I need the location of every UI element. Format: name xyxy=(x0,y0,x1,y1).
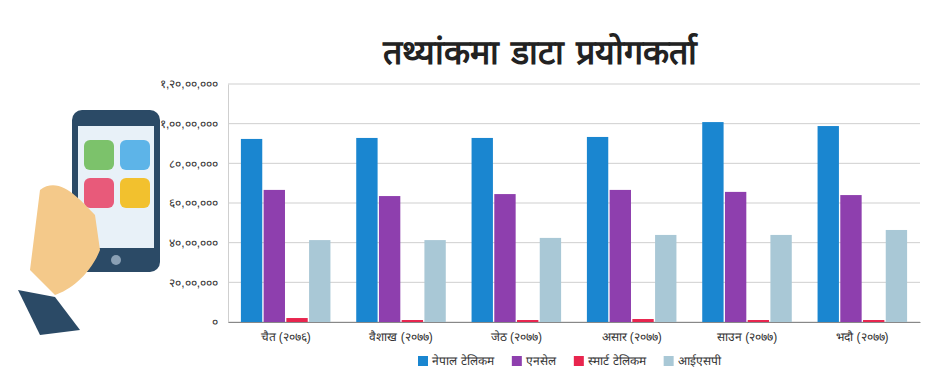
app-icon xyxy=(84,140,114,170)
grid-line xyxy=(228,163,920,164)
sleeve xyxy=(18,290,80,335)
grid xyxy=(228,84,920,322)
y-tick: ८०,००,००० xyxy=(169,157,228,171)
bar xyxy=(863,320,884,322)
bar xyxy=(610,190,631,322)
grid-line xyxy=(228,203,920,204)
app-icon xyxy=(84,178,114,208)
bar xyxy=(379,196,400,322)
bar xyxy=(702,122,723,322)
y-tick: १,२०,००,००० xyxy=(160,77,228,91)
y-tick-label: ४०,००,००० xyxy=(169,236,218,250)
bar xyxy=(632,319,653,322)
y-tick-label: १,००,००,००० xyxy=(160,117,218,131)
bar xyxy=(840,195,861,322)
y-axis-line xyxy=(228,85,229,323)
legend-label: आईएसपी xyxy=(678,354,722,368)
y-tick: ६०,००,००० xyxy=(169,196,228,210)
bar xyxy=(309,240,330,322)
legend-swatch xyxy=(664,356,674,366)
chart: तथ्यांकमा डाटा प्रयोगकर्ता ० २०,००,००० ४०,०… xyxy=(0,0,950,387)
legend-label: स्मार्ट टेलिकम xyxy=(588,354,647,368)
bar xyxy=(241,139,262,322)
bar xyxy=(402,320,423,322)
y-tick: २०,००,००० xyxy=(169,276,228,290)
bar xyxy=(494,194,515,322)
bar xyxy=(540,238,561,322)
grid-line xyxy=(228,84,920,85)
bar xyxy=(424,240,445,322)
x-tick: वैशाख (२०७७) xyxy=(369,322,432,344)
x-tick: जेठ (२०७७) xyxy=(491,322,542,344)
legend-item: आईएसपी xyxy=(664,354,722,368)
x-tick: साउन (२०७७) xyxy=(717,322,777,344)
legend: नेपाल टेलिकम एनसेल स्मार्ट टेलिकम आईएसपी xyxy=(418,354,722,368)
x-tick-label: चैत (२०७६) xyxy=(261,330,311,344)
y-tick: ४०,००,००० xyxy=(169,236,228,250)
x-tick: असार (२०७७) xyxy=(602,322,662,344)
x-axis: चैत (२०७६) वैशाख (२०७७) जेठ (२०७७) असार (२०… xyxy=(229,322,921,344)
grid-line xyxy=(228,322,920,323)
bar xyxy=(587,137,608,322)
legend-swatch xyxy=(512,356,522,366)
bar xyxy=(264,190,285,322)
bar xyxy=(356,138,377,322)
y-tick-label: २०,००,००० xyxy=(169,276,218,290)
y-tick: १,००,००,००० xyxy=(160,117,228,131)
x-tick-label: जेठ (२०७७) xyxy=(491,330,542,344)
bars xyxy=(241,122,907,322)
bar xyxy=(655,235,676,322)
legend-item: एनसेल xyxy=(512,354,557,368)
grid-line xyxy=(228,242,920,243)
phone-illustration xyxy=(18,110,160,335)
y-tick: ० xyxy=(212,315,228,329)
legend-item: नेपाल टेलिकम xyxy=(418,354,495,368)
x-tick: चैत (२०७६) xyxy=(261,322,311,344)
y-axis: ० २०,००,००० ४०,००,००० ६०,००,००० ८०,००,००० १,०… xyxy=(160,77,229,329)
title: तथ्यांकमा डाटा प्रयोगकर्ता xyxy=(382,32,699,72)
legend-swatch xyxy=(574,356,584,366)
bar xyxy=(748,320,769,322)
bar xyxy=(286,318,307,322)
bar xyxy=(770,235,791,322)
x-axis-line xyxy=(229,322,921,323)
app-icon xyxy=(120,178,150,208)
y-tick-label: ६०,००,००० xyxy=(169,196,218,210)
legend-swatch xyxy=(418,356,428,366)
x-tick: भदौ (२०७७) xyxy=(836,322,888,344)
hand xyxy=(30,185,100,295)
grid-line xyxy=(228,123,920,124)
y-tick-label: ८०,००,००० xyxy=(169,157,218,171)
bar xyxy=(818,126,839,322)
app-icon xyxy=(120,140,150,170)
bar xyxy=(886,230,907,322)
x-tick-label: साउन (२०७७) xyxy=(717,330,777,344)
legend-label: नेपाल टेलिकम xyxy=(432,354,495,368)
phone-button xyxy=(111,255,121,265)
legend-item: स्मार्ट टेलिकम xyxy=(574,354,647,368)
bar xyxy=(472,138,493,322)
x-tick-label: असार (२०७७) xyxy=(602,330,662,344)
bar xyxy=(517,320,538,322)
plot: ० २०,००,००० ४०,००,००० ६०,००,००० ८०,००,००० १,०… xyxy=(160,77,921,343)
x-tick-label: भदौ (२०७७) xyxy=(836,330,888,344)
grid-line xyxy=(228,282,920,283)
legend-label: एनसेल xyxy=(526,354,557,368)
bar xyxy=(725,192,746,322)
x-tick-label: वैशाख (२०७७) xyxy=(369,330,432,344)
y-tick-label: ० xyxy=(212,315,218,329)
y-tick-label: १,२०,००,००० xyxy=(160,77,218,91)
